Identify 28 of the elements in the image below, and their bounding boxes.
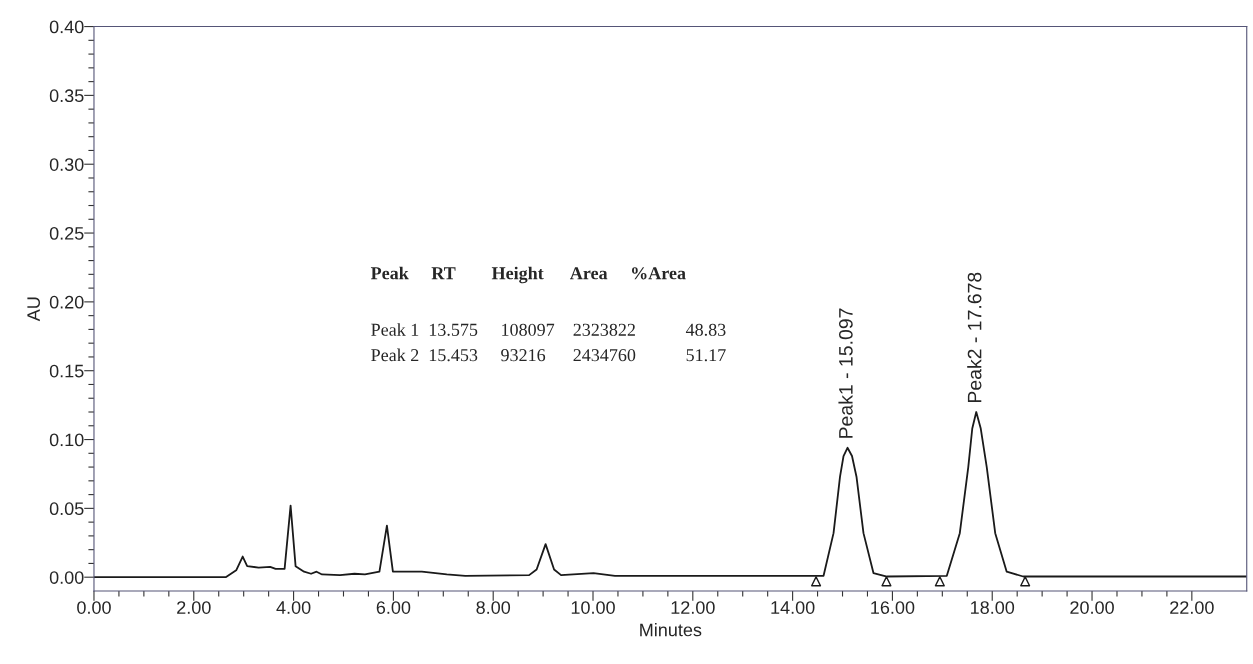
x-tick-label: 20.00 [1070,601,1114,614]
y-tick-label: 0.15 [49,364,84,378]
x-tick-label: 4.00 [276,601,311,614]
y-tick-label: 0.05 [49,502,84,516]
annotation: Peak RT Height Area %Area [370,266,686,284]
y-tick-label: 0.00 [49,571,84,584]
y-tick-label: 0.40 [49,20,84,34]
x-tick-label: 8.00 [476,601,511,614]
x-tick-label: 18.00 [971,601,1015,614]
x-tick-label: 10.00 [571,601,615,614]
x-tick-label: 14.00 [771,601,815,614]
x-tick-label: 2.00 [177,601,211,614]
x-tick-label: 0.00 [77,601,111,614]
x-axis-title: Minutes [640,623,702,637]
x-tick-label: 16.00 [871,601,915,614]
annotation: Peak 1 13.575 108097 2323822 48.83 [371,323,726,336]
x-tick-label: 22.00 [1170,601,1214,614]
y-tick-label: 0.10 [49,433,84,447]
y-axis-title: AU [27,297,40,322]
x-tick-label: 6.00 [376,601,411,614]
y-tick-label: 0.35 [49,89,84,103]
annotation: Peak1 - 15.097 [838,308,853,438]
annotation: Peak 2 15.453 93216 2434760 51.17 [371,348,726,362]
y-tick-label: 0.25 [49,226,84,240]
y-tick-label: 0.30 [49,158,84,171]
y-tick-label: 0.20 [49,295,84,309]
annotation: Peak2 - 17.678 [967,272,982,403]
x-tick-label: 12.00 [671,601,715,614]
